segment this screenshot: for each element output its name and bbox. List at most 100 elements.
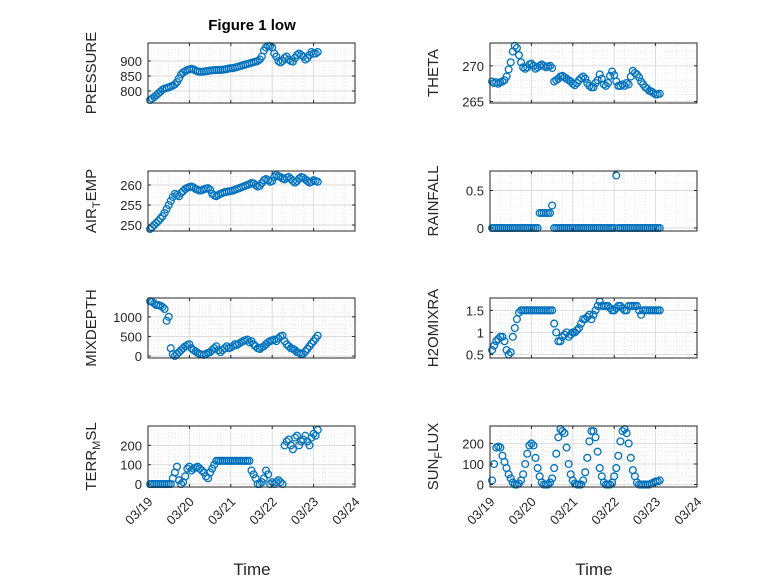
data-point — [622, 429, 631, 438]
data-point — [527, 59, 536, 68]
data-point — [606, 480, 615, 489]
data-point — [577, 319, 586, 328]
data-points — [146, 41, 322, 105]
data-point — [210, 344, 219, 353]
data-point — [564, 332, 573, 341]
data-point — [496, 443, 505, 452]
axes-box — [147, 42, 356, 104]
data-point — [164, 200, 173, 210]
data-point — [548, 474, 557, 483]
data-point — [245, 456, 254, 465]
data-point — [160, 304, 169, 314]
data-point — [550, 319, 559, 328]
data-point — [599, 80, 608, 89]
y-axis-label-tail: LUX — [425, 423, 442, 452]
data-point — [529, 441, 538, 450]
data-point — [197, 466, 206, 475]
data-point — [564, 459, 573, 469]
data-point — [655, 306, 664, 315]
axes-box — [147, 425, 356, 488]
data-point — [170, 80, 179, 89]
data-point — [554, 433, 563, 442]
axes-box — [489, 42, 698, 104]
data-point — [622, 306, 631, 315]
data-point — [175, 74, 184, 83]
data-point — [506, 474, 515, 483]
subplot-mixdepth: 0 500 1000 MIXDEPTH — [83, 289, 356, 367]
data-point — [579, 72, 588, 81]
data-point — [525, 441, 534, 450]
data-point — [577, 73, 586, 83]
figure-title: Figure 1 low — [208, 17, 296, 34]
data-point — [500, 337, 509, 346]
data-point — [494, 79, 503, 88]
data-point — [290, 433, 300, 442]
data-point — [516, 58, 526, 67]
data-point — [307, 339, 316, 348]
subplot-rainfall: 0 0.5 RAINFALL — [425, 166, 698, 236]
data-point — [299, 435, 308, 444]
y-tick-label: 0 — [477, 478, 484, 493]
data-point — [612, 171, 621, 180]
data-point — [249, 470, 258, 479]
data-point — [603, 78, 613, 88]
data-point — [261, 466, 271, 475]
data-point — [562, 443, 571, 452]
y-tick-label: 900 — [120, 54, 142, 69]
y-axis-label: THETA — [425, 49, 442, 97]
data-point — [533, 464, 542, 473]
y-tick-label: 250 — [120, 218, 142, 233]
axes-box — [489, 170, 698, 232]
data-point — [531, 453, 540, 462]
data-point — [158, 302, 167, 312]
data-point — [560, 429, 569, 438]
data-point — [595, 70, 604, 79]
data-point — [270, 335, 279, 344]
data-point — [585, 437, 594, 446]
subplot-air-temp: 250 255 260 AIRTEMP — [83, 169, 356, 233]
y-tick-label: 265 — [462, 95, 484, 110]
y-tick-label: 270 — [462, 59, 484, 74]
data-point — [548, 306, 557, 315]
data-point — [579, 476, 588, 485]
y-axis-label-tail: EMP — [83, 169, 100, 202]
data-point — [548, 63, 557, 73]
data-point — [655, 89, 664, 98]
data-point — [556, 337, 565, 346]
data-point — [566, 330, 575, 339]
data-point — [589, 310, 598, 319]
data-point — [301, 347, 310, 356]
y-axis-label-tail: SL — [83, 422, 100, 440]
data-point — [203, 184, 213, 193]
data-point — [550, 464, 559, 473]
data-point — [313, 177, 322, 186]
y-axis-label: MIXDEPTH — [83, 289, 100, 367]
data-point — [162, 316, 171, 325]
data-point — [637, 310, 646, 319]
data-point — [185, 340, 194, 349]
data-point — [490, 341, 499, 350]
y-tick-label: 800 — [120, 84, 142, 99]
data-point — [276, 478, 285, 487]
y-axis-label: TERRMSL — [83, 422, 103, 490]
data-point — [492, 337, 501, 346]
data-point — [299, 349, 308, 358]
y-tick-label: 850 — [120, 69, 142, 84]
data-points — [146, 425, 322, 489]
data-points — [488, 297, 664, 359]
data-point — [502, 346, 511, 355]
data-point — [156, 214, 165, 223]
y-tick-label: 500 — [120, 329, 142, 344]
axes-box — [489, 297, 698, 359]
data-point — [552, 449, 561, 458]
data-point — [257, 478, 266, 487]
y-tick-label: 200 — [120, 438, 142, 453]
data-point — [552, 328, 561, 337]
data-point — [148, 222, 157, 232]
data-point — [521, 459, 530, 469]
data-point — [280, 53, 289, 63]
data-point — [247, 466, 256, 475]
